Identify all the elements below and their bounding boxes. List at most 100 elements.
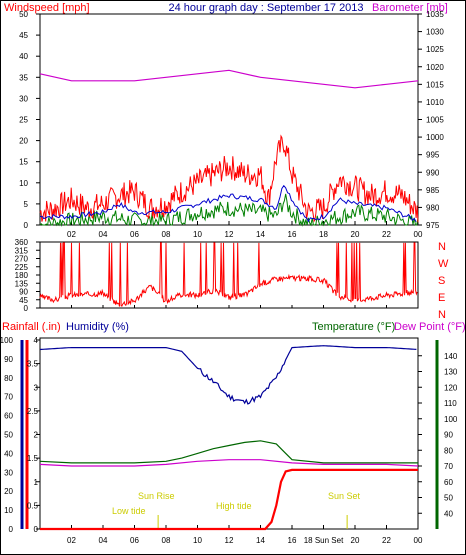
humidity-tick-label: 50 — [4, 431, 13, 440]
direction-tick-label: 90 — [19, 288, 28, 297]
wind-time-label: 18 — [319, 230, 328, 239]
windspeed-tick-label: 25 — [19, 116, 28, 125]
rainfall-tick-label: 0 — [34, 525, 39, 534]
barometer-tick-label: 1030 — [426, 28, 444, 37]
windspeed-line — [39, 134, 419, 223]
barometer-tick-label: 980 — [426, 203, 440, 212]
windspeed-tick-label: 35 — [19, 73, 28, 82]
wind-time-label: 20 — [351, 230, 360, 239]
humidity-axis-title: Humidity (%) — [66, 321, 129, 333]
barometer-line — [39, 69, 419, 89]
compass-letter: N — [438, 241, 446, 253]
compass-letter: E — [438, 292, 445, 304]
sun-rise-label: Sun Rise — [138, 491, 175, 501]
climate-time-label: 12 — [225, 536, 234, 545]
low-tide-label: Low tide — [112, 506, 146, 516]
windspeed-tick-label: 50 — [19, 10, 28, 19]
humidity-tick-label: 100 — [0, 336, 14, 345]
temperature-line — [39, 440, 418, 464]
sun-set-label: Sun Set — [328, 491, 361, 501]
temperature-tick-label: 130 — [444, 368, 458, 377]
temperature-tick-label: 50 — [444, 494, 453, 503]
climate-time-label: 04 — [99, 536, 108, 545]
climate-time-label: 06 — [130, 536, 139, 545]
humidity-tick-label: 60 — [4, 412, 13, 421]
wind-time-label: 16 — [288, 230, 297, 239]
direction-tick-label: 270 — [15, 255, 29, 264]
temperature-tick-label: 140 — [444, 352, 458, 361]
barometer-axis-title: Barometer [mb] — [372, 2, 448, 14]
temperature-tick-label: 60 — [444, 478, 453, 487]
rainfall-tick-label: 2 — [34, 431, 39, 440]
rainfall-tick-label: 1 — [34, 478, 39, 487]
barometer-tick-label: 990 — [426, 168, 440, 177]
climate-time-label: 02 — [67, 536, 76, 545]
barometer-tick-label: 1010 — [426, 98, 444, 107]
climate-time-label: 20 — [351, 536, 360, 545]
wind-time-label: 02 — [67, 230, 76, 239]
temperature-tick-label: 110 — [444, 399, 457, 408]
rainfall-tick-label: 2.5 — [27, 407, 39, 416]
windspeed-tick-label: 30 — [19, 94, 28, 103]
climate-time-label: 18 Sun Set — [304, 536, 344, 545]
rainfall-tick-label: 0.5 — [27, 501, 39, 510]
windspeed-axis-title: Windspeed [mph] — [4, 2, 90, 14]
windspeed-tick-label: 15 — [19, 158, 28, 167]
temperature-axis-title: Temperature (°F) — [312, 321, 395, 333]
wind-average-line — [39, 184, 417, 223]
wind-low-line — [39, 193, 419, 227]
wind-time-label: 06 — [130, 230, 139, 239]
rainfall-tick-label: 3 — [34, 383, 39, 392]
temperature-tick-label: 100 — [444, 415, 458, 424]
windspeed-tick-label: 45 — [19, 31, 28, 40]
windspeed-tick-label: 40 — [19, 52, 28, 61]
humidity-line — [39, 345, 417, 405]
compass-letter: S — [438, 275, 445, 287]
temperature-tick-label: 70 — [444, 462, 453, 471]
rainfall-line — [40, 468, 418, 531]
temperature-tick-label: 40 — [444, 509, 453, 518]
rainfall-tick-label: 4 — [34, 336, 39, 345]
temperature-tick-label: 120 — [444, 383, 458, 392]
dewpoint-line — [39, 459, 419, 467]
barometer-tick-label: 1015 — [426, 80, 444, 89]
wind-time-label: 22 — [382, 230, 391, 239]
direction-line — [39, 242, 418, 307]
barometer-tick-label: 985 — [426, 186, 440, 195]
barometer-tick-label: 995 — [426, 151, 440, 160]
climate-time-label: 10 — [193, 536, 202, 545]
compass-letter: W — [438, 258, 449, 270]
direction-tick-label: 225 — [15, 263, 29, 272]
rainfall-tick-label: 3.5 — [27, 360, 39, 369]
chart-layer: 0510152025303540455097598098599099510001… — [0, 10, 458, 545]
temperature-tick-label: 80 — [444, 446, 453, 455]
humidity-tick-label: 0 — [9, 525, 14, 534]
wind-time-label: 00 — [414, 230, 423, 239]
rainfall-axis-title: Rainfall (.in) — [2, 321, 61, 333]
windspeed-tick-label: 10 — [19, 179, 28, 188]
humidity-tick-label: 10 — [4, 506, 13, 515]
climate-time-label: 22 — [382, 536, 391, 545]
humidity-tick-label: 90 — [4, 355, 13, 364]
wind-time-label: 12 — [225, 230, 234, 239]
humidity-tick-label: 80 — [4, 374, 13, 383]
direction-tick-label: 135 — [15, 279, 29, 288]
wind-time-label: 14 — [256, 230, 265, 239]
high-tide-label: High tide — [216, 501, 252, 511]
direction-tick-label: 45 — [19, 296, 28, 305]
dewpoint-axis-title: Dew Point (°F) — [394, 321, 466, 333]
climate-time-label: 08 — [162, 536, 171, 545]
climate-time-label: 00 — [414, 536, 423, 545]
humidity-tick-label: 70 — [4, 393, 13, 402]
compass-letter: N — [438, 309, 446, 321]
humidity-tick-label: 30 — [4, 468, 13, 477]
barometer-tick-label: 1005 — [426, 116, 444, 125]
chart-title: 24 hour graph day : September 17 2013 — [168, 2, 363, 14]
direction-tick-label: 180 — [15, 271, 29, 280]
rainfall-tick-label: 1.5 — [27, 454, 39, 463]
wind-time-label: 08 — [162, 230, 171, 239]
humidity-tick-label: 20 — [4, 487, 13, 496]
